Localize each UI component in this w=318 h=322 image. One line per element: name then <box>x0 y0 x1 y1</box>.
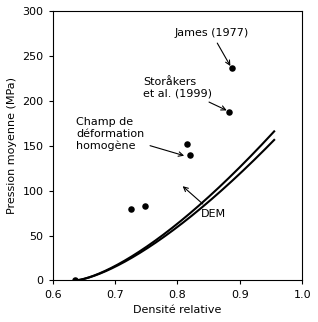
X-axis label: Densité relative: Densité relative <box>133 305 222 315</box>
Text: Storåkers
et al. (1999): Storåkers et al. (1999) <box>143 77 225 110</box>
Point <box>142 203 148 208</box>
Point <box>229 66 234 71</box>
Point <box>187 152 192 157</box>
Point <box>129 206 134 211</box>
Text: Champ de
déformation
homogène: Champ de déformation homogène <box>76 117 183 156</box>
Text: DEM: DEM <box>183 187 226 219</box>
Point <box>226 109 231 114</box>
Point <box>73 278 78 283</box>
Y-axis label: Pression moyenne (MPa): Pression moyenne (MPa) <box>7 77 17 214</box>
Text: James (1977): James (1977) <box>174 28 249 65</box>
Point <box>184 141 189 147</box>
